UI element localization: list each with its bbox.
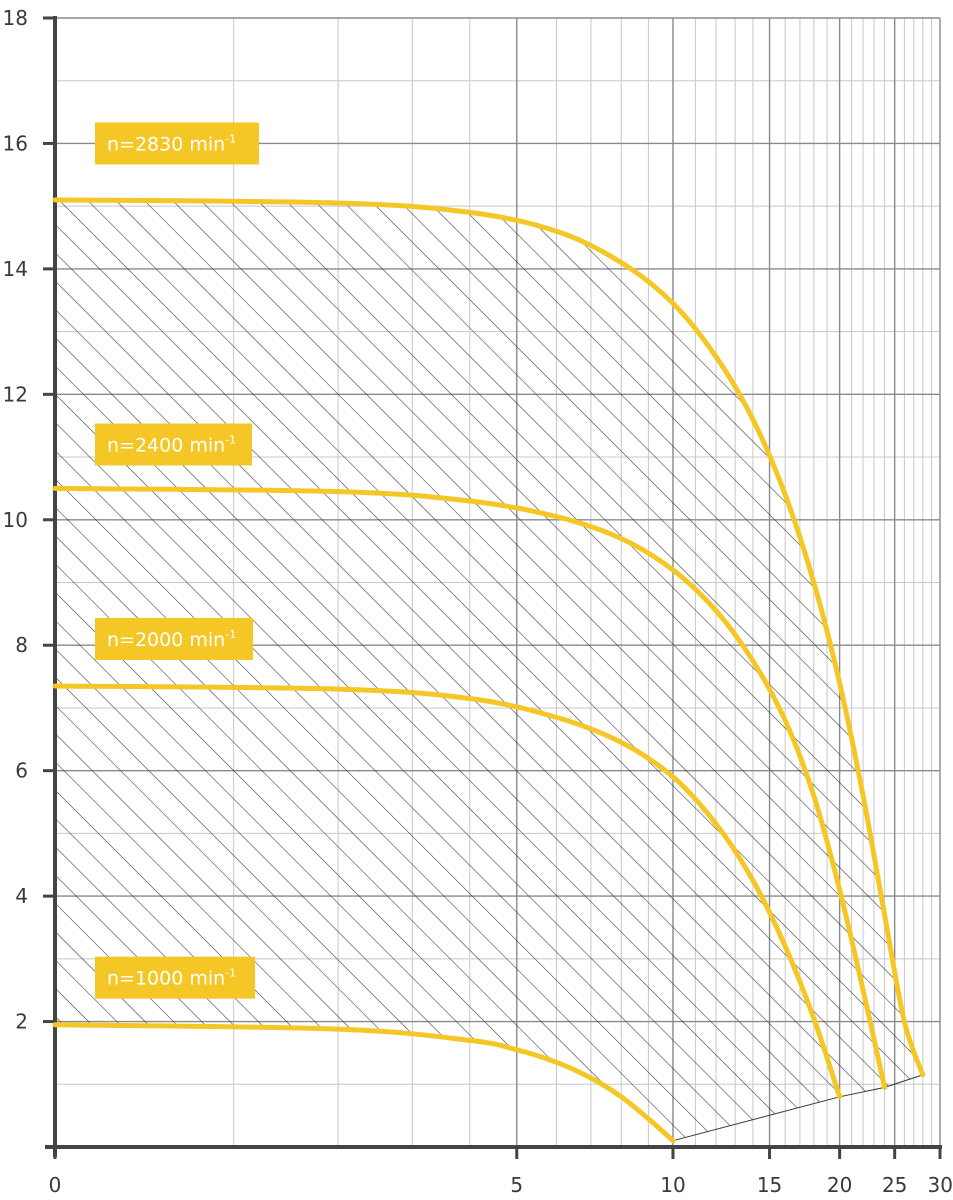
- curve-n-2830-min: [52, 197, 926, 1078]
- curve-label-superscript: -1: [225, 434, 236, 447]
- curve-label-text: n=2000 min-1: [107, 628, 236, 651]
- curve-label-main: n=2400 min: [107, 435, 225, 457]
- curve-n-2000-min: [52, 683, 843, 1100]
- tick-labels-layer: 2 4 6 8 10 12 14 16 18 0 5 10 15 20 25 30: [3, 6, 953, 1197]
- hatched-region-layer: [55, 199, 923, 1142]
- hatched-region: [55, 199, 923, 1141]
- x-tick-label: 10: [660, 1173, 685, 1197]
- curve-n-2400-min: [52, 485, 888, 1090]
- curve-labels-layer: n=2830 min-1n=2400 min-1n=2000 min-1n=10…: [95, 122, 259, 999]
- curve-label-n-1000-min: n=1000 min-1: [95, 956, 255, 999]
- x-tick-label: 0: [49, 1173, 62, 1197]
- x-tick-label: 25: [882, 1173, 907, 1197]
- curve-label-n-2000-min: n=2000 min-1: [95, 617, 253, 660]
- curve-label-box: [95, 423, 252, 466]
- y-tick-label: 2: [15, 1010, 28, 1034]
- curve-label-superscript: -1: [225, 132, 236, 145]
- curve-label-n-2830-min: n=2830 min-1: [95, 122, 259, 165]
- y-tick-label: 16: [3, 131, 28, 155]
- axes-layer: [43, 16, 942, 1159]
- y-tick-label: 18: [3, 6, 28, 30]
- y-tick-label: 14: [3, 257, 28, 281]
- curve-n-1000-min: [52, 1022, 676, 1144]
- x-tick-label: 30: [928, 1173, 953, 1197]
- hatched-region-lower-boundary: [672, 1074, 923, 1142]
- curve-label-text: n=2830 min-1: [107, 132, 236, 155]
- curve-label-box: [95, 122, 259, 165]
- curve-label-text: n=2400 min-1: [107, 434, 236, 457]
- y-tick-label: 6: [15, 759, 28, 783]
- y-tick-label: 10: [3, 508, 28, 532]
- curve-label-box: [95, 617, 253, 660]
- y-tick-label: 12: [3, 382, 28, 406]
- curve-label-box: [95, 956, 255, 999]
- x-tick-label: 5: [510, 1173, 523, 1197]
- x-tick-label: 15: [757, 1173, 782, 1197]
- x-tick-label: 20: [827, 1173, 852, 1197]
- curve-label-main: n=2830 min: [107, 133, 225, 155]
- curve-label-n-2400-min: n=2400 min-1: [95, 423, 252, 466]
- y-tick-label: 8: [15, 633, 28, 657]
- curve-label-main: n=1000 min: [107, 968, 225, 990]
- curve-label-superscript: -1: [225, 628, 236, 641]
- curve-label-superscript: -1: [225, 967, 236, 980]
- curve-label-main: n=2000 min: [107, 629, 225, 651]
- y-tick-label: 4: [15, 884, 28, 908]
- curves-layer: [52, 197, 926, 1144]
- curve-label-text: n=1000 min-1: [107, 967, 236, 990]
